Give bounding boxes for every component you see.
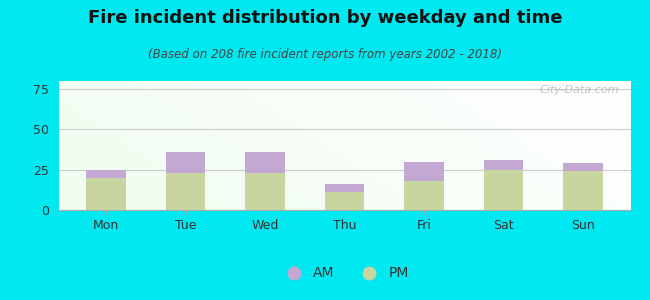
Bar <box>404 162 444 181</box>
Bar <box>86 178 126 210</box>
Bar <box>166 152 205 173</box>
Text: (Based on 208 fire incident reports from years 2002 - 2018): (Based on 208 fire incident reports from… <box>148 48 502 61</box>
Bar <box>245 173 285 210</box>
Bar <box>563 163 603 171</box>
Bar <box>324 192 365 210</box>
Bar <box>484 160 523 170</box>
Bar <box>86 170 126 178</box>
Bar <box>484 170 523 210</box>
Bar <box>324 184 365 192</box>
Bar <box>245 152 285 173</box>
Text: City-Data.com: City-Data.com <box>540 85 619 95</box>
Text: Fire incident distribution by weekday and time: Fire incident distribution by weekday an… <box>88 9 562 27</box>
Bar <box>166 173 205 210</box>
Bar <box>404 181 444 210</box>
Legend: AM, PM: AM, PM <box>280 266 410 280</box>
Bar <box>563 171 603 210</box>
